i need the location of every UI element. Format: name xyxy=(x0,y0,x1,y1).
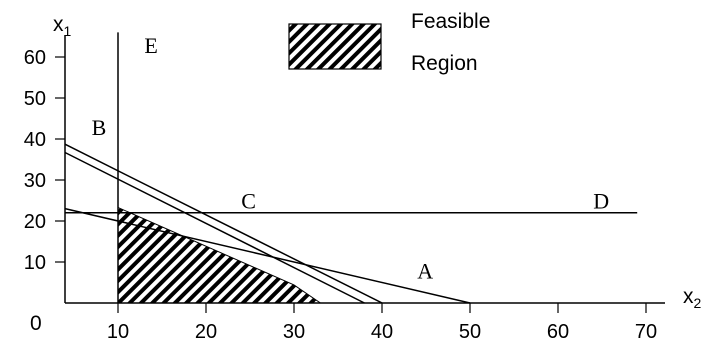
constraint-lines xyxy=(64,32,638,304)
axis-ticks: 10 20 30 40 50 60 70 10 20 30 40 50 60 xyxy=(24,47,657,343)
y-tick-label: 30 xyxy=(24,170,46,192)
line-label-b: B xyxy=(92,115,107,140)
line-label-c: C xyxy=(241,189,256,214)
origin-label: 0 xyxy=(30,312,42,335)
legend-label-line1: Feasible xyxy=(411,10,490,33)
y-tick-label: 40 xyxy=(24,129,46,151)
x-tick-label: 10 xyxy=(107,321,129,343)
line-label-e: E xyxy=(144,33,157,58)
x-tick-label: 40 xyxy=(371,321,393,343)
line-labels: A B C D E xyxy=(92,33,609,283)
x-axis-label: x2 xyxy=(683,285,702,311)
x-tick-label: 30 xyxy=(283,321,305,343)
x-tick-label: 50 xyxy=(459,321,481,343)
x-tick-label: 20 xyxy=(195,321,217,343)
legend-swatch xyxy=(288,23,382,70)
y-axis-label: x1 xyxy=(53,13,72,39)
y-tick-label: 60 xyxy=(24,47,46,69)
line-label-a: A xyxy=(417,258,433,283)
line-label-d: D xyxy=(593,189,609,214)
x-tick-label: 70 xyxy=(635,321,657,343)
constraint-line-unlabeled-2 xyxy=(64,151,365,304)
legend-label-line2: Region xyxy=(411,52,478,75)
x-tick-label: 60 xyxy=(547,321,569,343)
y-tick-label: 20 xyxy=(24,211,46,233)
constraint-line-a xyxy=(64,207,471,304)
y-tick-label: 10 xyxy=(24,252,46,274)
y-tick-label: 50 xyxy=(24,88,46,110)
